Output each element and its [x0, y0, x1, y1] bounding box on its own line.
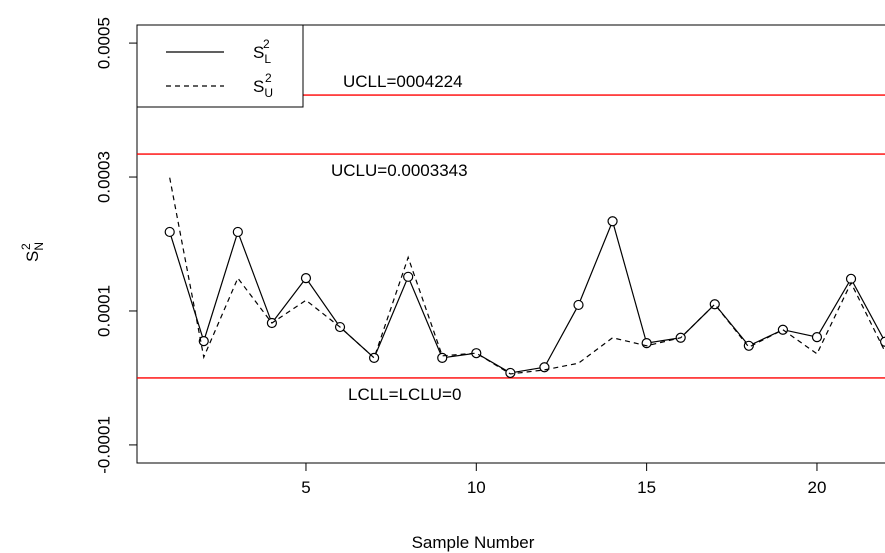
y-label-base: S: [23, 251, 42, 262]
plot-frame: [136, 24, 885, 464]
x-axis-label: Sample Number: [412, 533, 535, 552]
y-axis-label: SN2: [19, 242, 46, 262]
y-tick-label: 0.0001: [94, 285, 113, 337]
legend-sup: 2: [265, 71, 272, 85]
data-point: [777, 324, 788, 335]
data-point: [300, 273, 312, 284]
legend-sub: L: [264, 52, 271, 66]
legend-sup: 2: [263, 37, 270, 51]
legend-box: [136, 24, 304, 108]
control-limit-label: LCLL=LCLU=0: [348, 385, 461, 404]
y-tick-label: 0.0003: [94, 151, 113, 203]
data-point: [505, 367, 516, 379]
series-line: [169, 177, 885, 375]
y-label-sub: N: [32, 242, 46, 251]
data-point: [198, 336, 209, 347]
series-line: [169, 219, 885, 374]
x-tick-label: 10: [467, 478, 486, 497]
data-point: [164, 226, 175, 238]
legend-label: SL2: [253, 37, 271, 66]
y-label-sup: 2: [19, 243, 33, 250]
x-tick-label: 5: [301, 478, 310, 497]
legend-base: S: [253, 77, 264, 96]
data-point: [539, 362, 550, 373]
y-tick-label: 0.0005: [94, 17, 113, 69]
data-point: [879, 336, 885, 347]
x-tick-label: 20: [808, 478, 827, 497]
data-point: [232, 226, 243, 238]
data-point: [811, 331, 823, 343]
data-point: [437, 352, 448, 363]
data-point: [607, 216, 618, 227]
legend-sub: U: [264, 86, 273, 100]
x-tick-label: 15: [637, 478, 656, 497]
data-point: [573, 299, 584, 311]
control-limit-label: UCLL=0004224: [343, 72, 463, 91]
control-limit-label: UCLU=0.0003343: [331, 161, 468, 180]
legend-base: S: [253, 43, 264, 62]
data-point: [403, 271, 414, 282]
y-tick-label: -0.0001: [94, 416, 113, 474]
legend-label: SU2: [253, 71, 273, 100]
